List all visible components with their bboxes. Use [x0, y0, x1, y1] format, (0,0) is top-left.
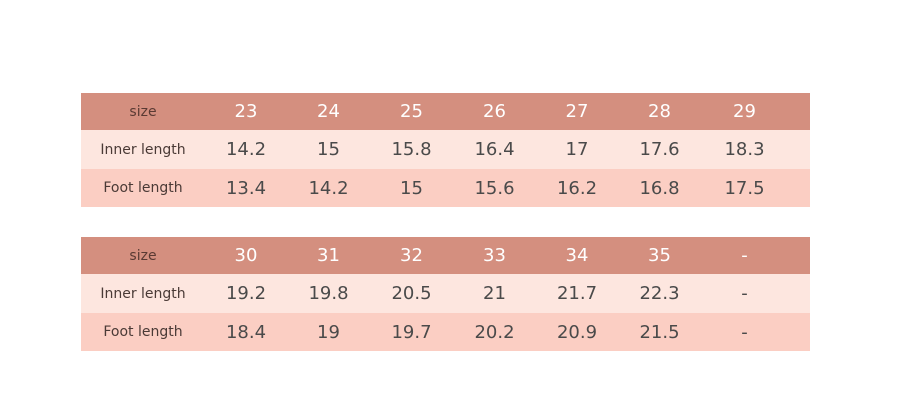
size-table: size 30 31 32 33 34 35- Inner length 19.2 19.8 20.… [81, 237, 810, 351]
cell: 16.8 [618, 169, 701, 207]
row-label: Foot length [81, 169, 205, 207]
cell: 28 [618, 93, 701, 130]
row-label: Inner length [81, 274, 205, 313]
cell: 22.3 [618, 274, 701, 313]
cell: 35 [618, 237, 701, 274]
cell: 13.4 [205, 169, 287, 207]
cell: 20.5 [370, 274, 453, 313]
cell: 27 [536, 93, 618, 130]
cell: 17.5 [701, 169, 810, 207]
cell: 23 [205, 93, 287, 130]
cell: 30 [205, 237, 287, 274]
cell: - [701, 237, 810, 274]
cell: 21 [453, 274, 536, 313]
cell: 20.9 [536, 313, 618, 351]
cell: 15 [287, 130, 370, 169]
size-table: size 23 24 25 26 27 28 29 Inner length 14.2 15 15.8… [81, 93, 810, 207]
data-row: Inner length 19.2 19.8 20.5 21 21.7 22.3- [81, 274, 810, 313]
cell: 33 [453, 237, 536, 274]
cell: 16.2 [536, 169, 618, 207]
cell: 19.8 [287, 274, 370, 313]
cell: 34 [536, 237, 618, 274]
cell: 24 [287, 93, 370, 130]
cell: 19.7 [370, 313, 453, 351]
cell: 19.2 [205, 274, 287, 313]
cell: 17.6 [618, 130, 701, 169]
cell: 15 [370, 169, 453, 207]
cell: 15.8 [370, 130, 453, 169]
row-label: Foot length [81, 313, 205, 351]
cell: 20.2 [453, 313, 536, 351]
cell: 26 [453, 93, 536, 130]
data-row: Foot length 13.4 14.2 15 15.6 16.2 16.8 17.5 [81, 169, 810, 207]
cell: 31 [287, 237, 370, 274]
cell: 21.7 [536, 274, 618, 313]
cell: 32 [370, 237, 453, 274]
cell: - [701, 313, 810, 351]
cell: 19 [287, 313, 370, 351]
cell: 25 [370, 93, 453, 130]
row-label: Inner length [81, 130, 205, 169]
cell: 18.3 [701, 130, 810, 169]
data-row: Inner length 14.2 15 15.8 16.4 17 17.6 18.3 [81, 130, 810, 169]
row-label: size [81, 93, 205, 130]
cell: 16.4 [453, 130, 536, 169]
cell: 14.2 [205, 130, 287, 169]
cell: 14.2 [287, 169, 370, 207]
cell: 29 [701, 93, 810, 130]
cell: 15.6 [453, 169, 536, 207]
cell: 21.5 [618, 313, 701, 351]
header-row: size 23 24 25 26 27 28 29 [81, 93, 810, 130]
header-row: size 30 31 32 33 34 35- [81, 237, 810, 274]
data-row: Foot length 18.4 19 19.7 20.2 20.9 21.5- [81, 313, 810, 351]
cell: - [701, 274, 810, 313]
cell: 18.4 [205, 313, 287, 351]
cell: 17 [536, 130, 618, 169]
row-label: size [81, 237, 205, 274]
